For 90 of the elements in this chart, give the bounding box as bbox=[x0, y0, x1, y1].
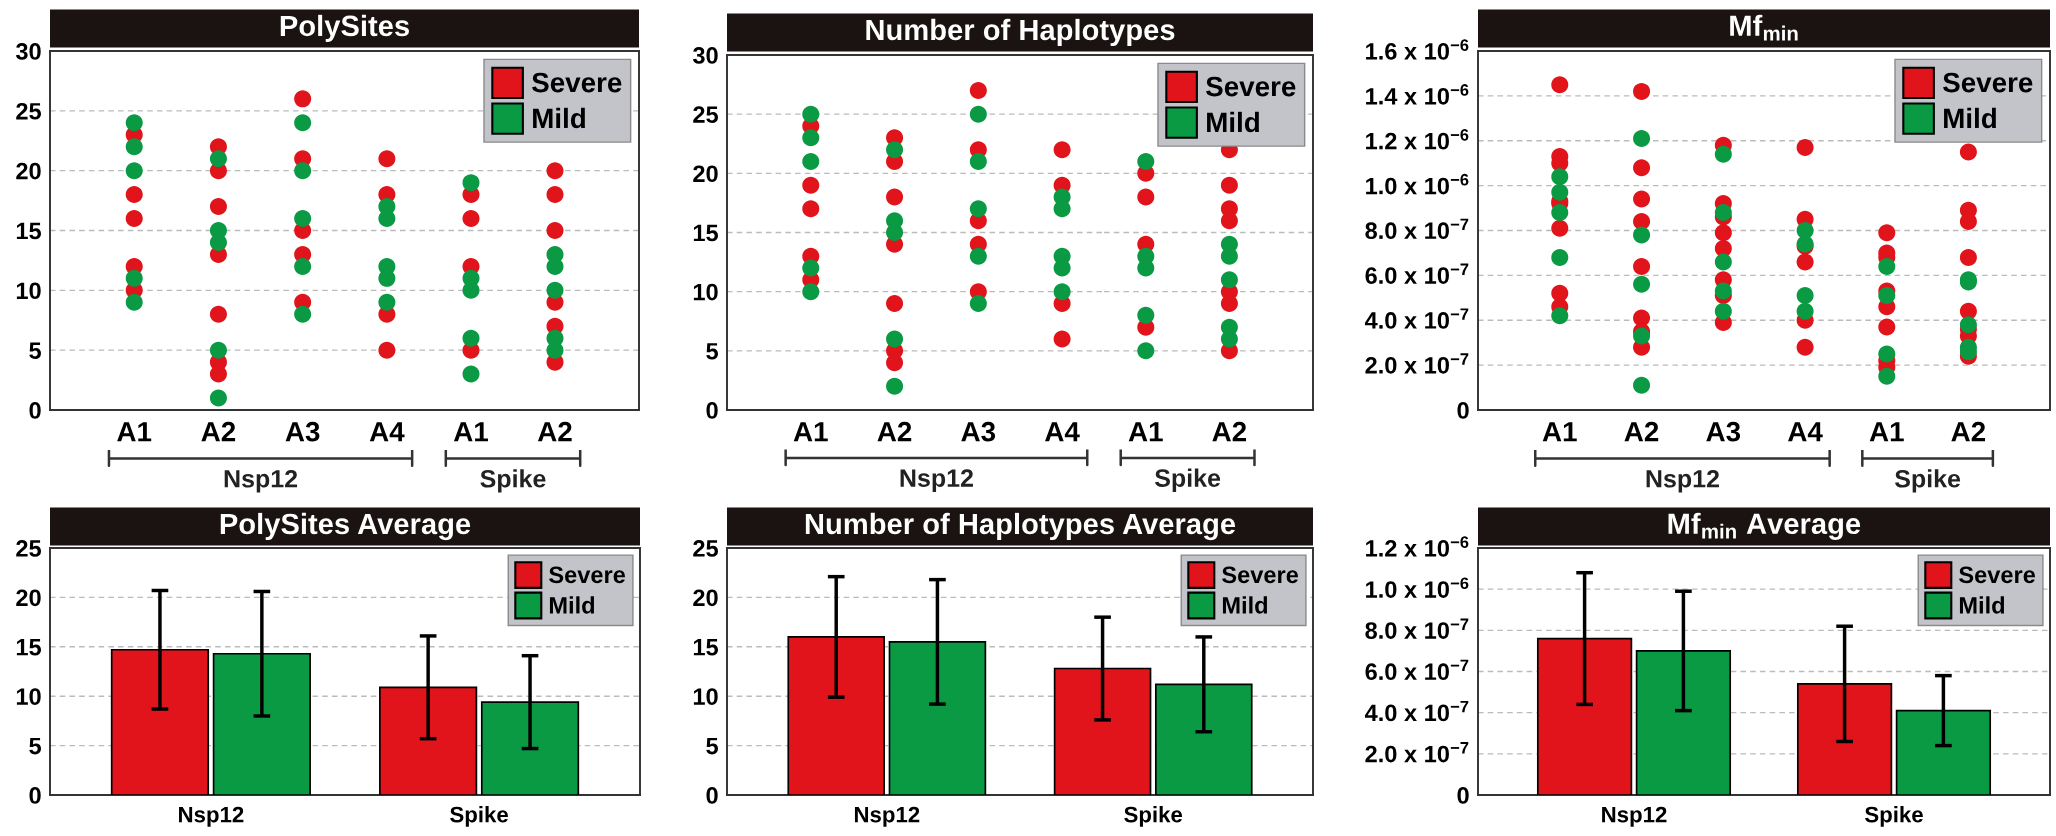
legend-label: Severe bbox=[549, 566, 626, 584]
y-tick-label: 4.0 x 10$^{−7}$ bbox=[1364, 700, 1469, 722]
x-tick-label: A1 bbox=[453, 422, 488, 442]
legend-label: Severe bbox=[1959, 566, 2036, 584]
y-tick-label: 1.2 x 10$^{−6}$ bbox=[1366, 129, 1469, 150]
y-tick-label: 2.0 x 10$^{−7}$ bbox=[1365, 742, 1469, 763]
text: Nsp12 bbox=[900, 469, 973, 492]
chart-title: PolySites bbox=[280, 14, 409, 42]
y-tick-label: 5 bbox=[706, 737, 719, 755]
y-tick-label: 0 bbox=[1457, 787, 1469, 804]
x-tick-label: A3 bbox=[961, 421, 996, 442]
legend-label: Mild bbox=[549, 596, 595, 614]
x-tick-label: A1 bbox=[117, 422, 152, 442]
x-tick-label: Spike bbox=[1124, 806, 1183, 827]
y-tick-label: 1.2 x 10$^{−6}$ bbox=[1366, 536, 1469, 557]
y-tick-label: 20 bbox=[16, 162, 41, 180]
x-tick-label: A2 bbox=[877, 421, 912, 442]
legend-label: Severe bbox=[1222, 566, 1299, 584]
x-tick-label: A2 bbox=[537, 421, 572, 442]
y-tick-label: 10 bbox=[16, 282, 41, 300]
x-tick-label: A1 bbox=[1542, 422, 1577, 442]
y-tick-label: 25 bbox=[693, 540, 719, 557]
legend-label: Mild bbox=[1959, 596, 2005, 614]
y-tick-label: 25 bbox=[16, 102, 42, 120]
legend-label: Mild bbox=[1207, 111, 1259, 133]
y-tick-label: 4.0 x 10$^{−7}$ bbox=[1364, 308, 1469, 329]
y-tick-label: 8.0 x 10$^{−7}$ bbox=[1365, 618, 1469, 639]
y-tick-label: 0 bbox=[706, 787, 718, 804]
y-tick-label: 2.0 x 10$^{−7}$ bbox=[1365, 353, 1469, 374]
y-tick-label: 6.0 x 10$^{−7}$ bbox=[1365, 659, 1469, 681]
y-tick-label: 30 bbox=[15, 43, 41, 60]
x-tick-label: Spike bbox=[1865, 806, 1923, 827]
chart-title: Number of Haplotypes bbox=[866, 18, 1175, 47]
y-tick-label: 20 bbox=[16, 589, 41, 607]
y-tick-label: 25 bbox=[16, 540, 42, 557]
chart-title: PolySites Average bbox=[220, 512, 471, 541]
legend-label: Mild bbox=[1944, 107, 1996, 129]
x-tick-label: A1 bbox=[1869, 422, 1904, 442]
y-tick-label: 15 bbox=[693, 224, 719, 242]
chart-title: Mf$_{min}$ Average bbox=[1668, 512, 1861, 540]
y-tick-label: 15 bbox=[16, 639, 42, 656]
legend-label: Mild bbox=[1222, 596, 1268, 614]
y-tick-label: 10 bbox=[693, 688, 718, 705]
x-tick-label: Nsp12 bbox=[1602, 806, 1667, 827]
y-tick-label: 1.4 x 10$^{−6}$ bbox=[1366, 84, 1469, 105]
chart-title: Mf$_{min}$ bbox=[1730, 14, 1798, 41]
x-tick-label: A3 bbox=[1706, 421, 1741, 442]
x-tick-label: A1 bbox=[793, 422, 828, 442]
x-tick-label: Spike bbox=[450, 806, 508, 827]
y-tick-label: 0 bbox=[706, 402, 718, 419]
y-tick-label: 1.0 x 10$^{−6}$ bbox=[1366, 173, 1469, 195]
x-tick-label: A2 bbox=[1624, 421, 1659, 442]
y-tick-label: 10 bbox=[693, 283, 718, 301]
x-tick-label: Nsp12 bbox=[854, 806, 920, 827]
text: Nsp12 bbox=[1646, 469, 1719, 493]
y-tick-label: 8.0 x 10$^{−7}$ bbox=[1365, 218, 1469, 240]
y-tick-label: 30 bbox=[692, 47, 718, 64]
x-tick-label: A2 bbox=[201, 421, 236, 442]
text: Spike bbox=[1894, 469, 1961, 493]
y-tick-label: 1.6 x 10$^{−6}$ bbox=[1366, 39, 1469, 60]
legend-label: Severe bbox=[1206, 76, 1296, 97]
y-tick-label: 25 bbox=[693, 106, 719, 123]
y-tick-label: 5 bbox=[29, 737, 42, 755]
x-tick-label: A4 bbox=[1788, 422, 1823, 442]
chart-title: Number of Haplotypes Average bbox=[805, 512, 1236, 541]
x-tick-label: Nsp12 bbox=[179, 806, 244, 827]
y-tick-label: 20 bbox=[693, 589, 718, 607]
text: Spike bbox=[1154, 468, 1221, 492]
y-tick-label: 5 bbox=[706, 343, 719, 360]
legend-label: Mild bbox=[533, 107, 585, 129]
x-tick-label: A2 bbox=[1951, 421, 1986, 442]
y-tick-label: 6.0 x 10$^{−7}$ bbox=[1365, 263, 1469, 284]
y-tick-label: 0 bbox=[1457, 402, 1469, 419]
y-tick-label: 15 bbox=[693, 639, 719, 656]
y-tick-label: 0 bbox=[29, 402, 41, 419]
x-tick-label: A4 bbox=[369, 422, 405, 442]
y-tick-label: 15 bbox=[16, 222, 42, 240]
legend-label: Severe bbox=[1943, 72, 2033, 93]
text: Nsp12 bbox=[224, 469, 298, 493]
x-tick-label: A4 bbox=[1045, 422, 1080, 442]
y-tick-label: 0 bbox=[29, 787, 41, 804]
legend-label: Severe bbox=[532, 72, 622, 93]
x-tick-label: A2 bbox=[1212, 421, 1247, 442]
y-tick-label: 5 bbox=[29, 342, 42, 359]
x-tick-label: A3 bbox=[285, 421, 320, 442]
text: Spike bbox=[480, 469, 546, 493]
y-tick-label: 20 bbox=[693, 165, 718, 183]
x-tick-label: A1 bbox=[1128, 422, 1163, 442]
y-tick-label: 10 bbox=[16, 688, 41, 705]
y-tick-label: 1.0 x 10$^{−6}$ bbox=[1366, 577, 1469, 598]
